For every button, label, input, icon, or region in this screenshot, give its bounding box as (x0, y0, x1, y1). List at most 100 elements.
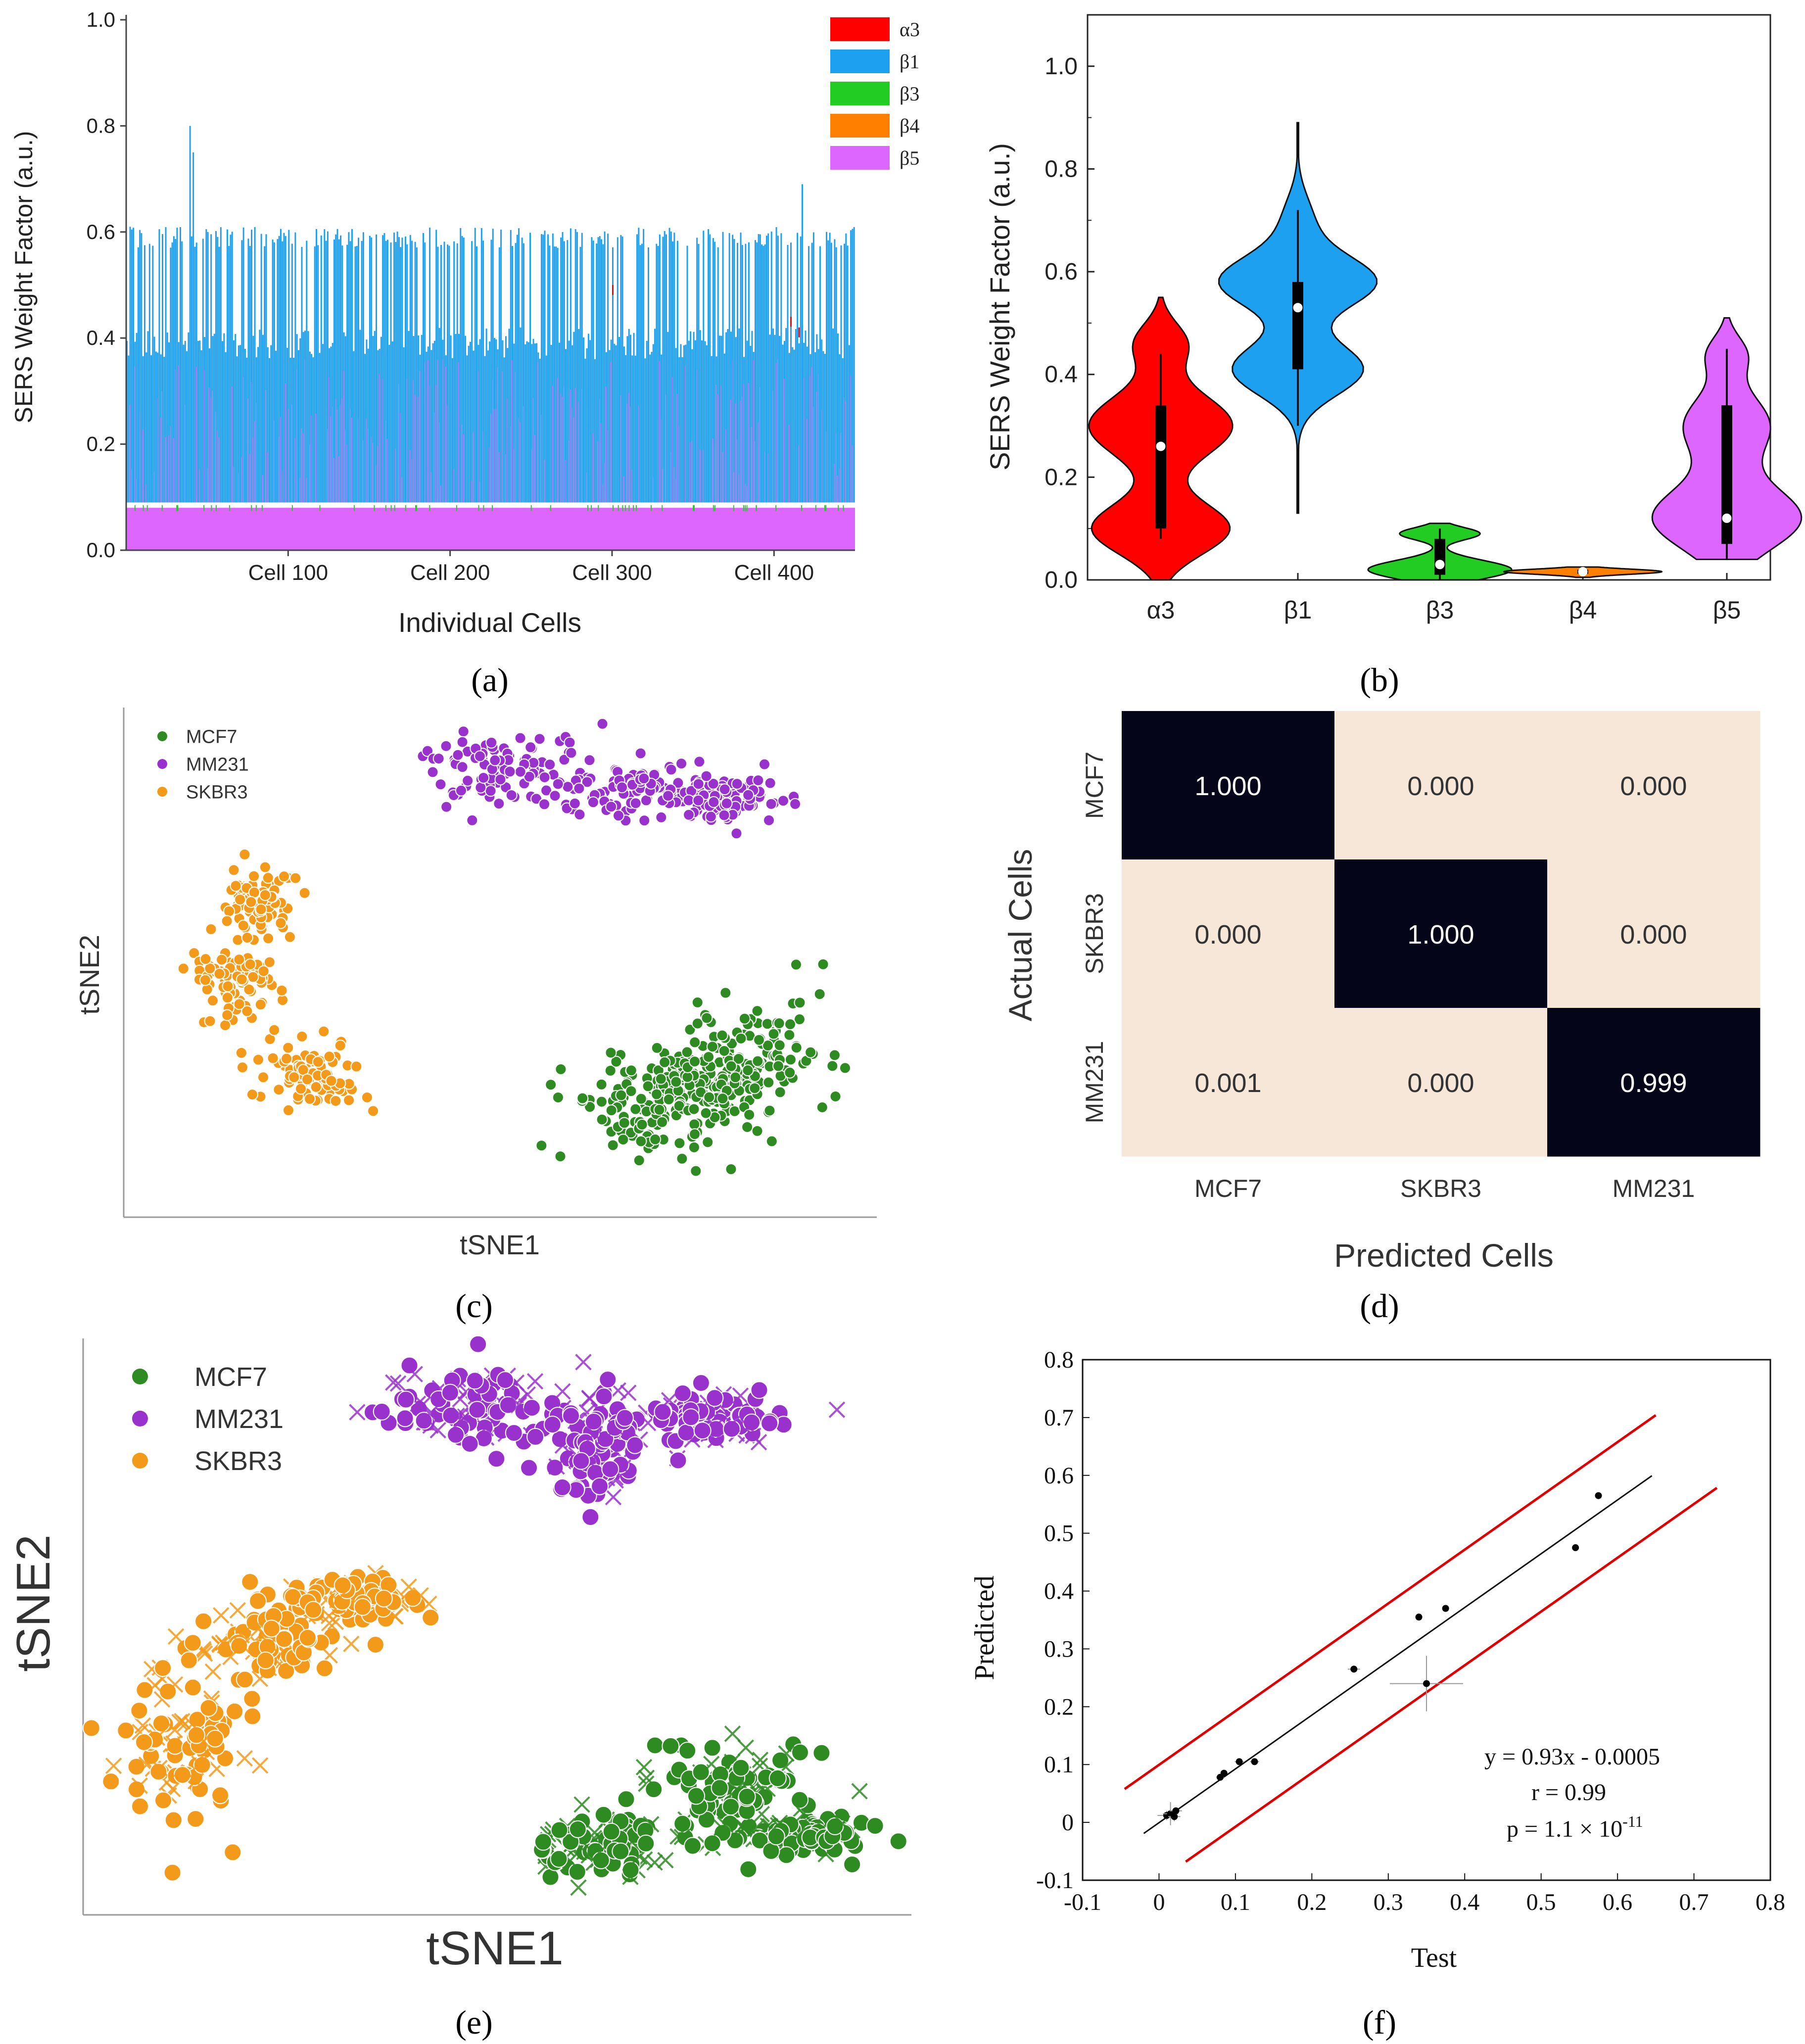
a-bar-b5-line (678, 426, 679, 503)
a-bar-b5-line (309, 444, 310, 503)
b-iqr-box (1434, 538, 1445, 575)
a-legend-label: α3 (900, 18, 920, 41)
a-bar-b1 (401, 238, 403, 503)
a-bar-b5-line (850, 376, 851, 503)
a-bar-b5-line (497, 367, 498, 503)
a-bar-b5-line (777, 359, 778, 503)
a-bar-b1 (708, 229, 710, 503)
c-point-mcf7 (738, 1012, 751, 1025)
a-bar-b1 (639, 245, 641, 503)
a-bar-b1 (733, 238, 735, 503)
a-bar-b1 (432, 343, 434, 503)
c-point-mcf7 (670, 1076, 682, 1088)
a-bar-b1 (242, 227, 244, 503)
a-bar-b1 (633, 333, 635, 503)
a-bar-b1 (199, 340, 201, 503)
c-point-skbr3 (334, 1040, 346, 1052)
c-point-mm231 (538, 798, 551, 810)
a-bar-b3-tick (530, 505, 532, 511)
a-bar-b1 (651, 352, 653, 503)
a-bar-b1 (388, 344, 390, 503)
a-bar-b1 (291, 243, 293, 503)
c-point-skbr3 (213, 968, 226, 980)
d-cell (1334, 711, 1548, 860)
a-bar-b1 (610, 339, 612, 503)
a-bar-b5-line (377, 446, 378, 503)
c-point-skbr3 (268, 1024, 281, 1036)
c-point-skbr3 (219, 1019, 232, 1032)
e-point-cross-mm231 (828, 1401, 846, 1418)
a-bar-b3-tick (714, 505, 715, 511)
a-bar-b3-tick (251, 505, 252, 511)
a-bar-b1 (150, 355, 152, 503)
f-axes: -0.1 0 0.1 0.2 0.3 0.4 0.5 0.6 0.7 0.8 -0.1 0 0.1 0.2… (1036, 1347, 1785, 1915)
a-bar-b1 (740, 233, 742, 503)
c-point-skbr3 (257, 965, 270, 977)
c-point-mcf7 (595, 1095, 608, 1108)
c-point-mm231 (638, 814, 651, 827)
e-point-mcf7 (683, 1837, 702, 1855)
e-point-skbr3 (275, 1630, 293, 1648)
c-point-mcf7 (716, 1093, 729, 1105)
c-point-mcf7 (805, 1046, 817, 1058)
c-point-skbr3 (237, 919, 249, 932)
b-y-tick-label: 0.2 (1045, 464, 1078, 490)
a-bar-b1 (837, 333, 839, 503)
e-point-skbr3 (333, 1576, 352, 1595)
a-bar-b1 (555, 246, 557, 503)
panel-f-regression-scatter: -0.1 0 0.1 0.2 0.3 0.4 0.5 0.6 0.7 0.8 -0.1 0 0.1 0.2… (969, 1347, 1785, 1973)
a-bar-b5-line (673, 467, 674, 503)
c-point-mm231 (730, 827, 743, 840)
e-point-cross-mm231 (605, 1488, 622, 1506)
c-point-skbr3 (207, 995, 219, 1007)
e-legend-label: MCF7 (194, 1362, 267, 1392)
e-point-mm231 (496, 1371, 514, 1389)
e-point-cross-mm231 (406, 1366, 424, 1382)
b-median-dot (1722, 513, 1732, 523)
a-bar-b1 (301, 247, 303, 503)
e-point-mm231 (543, 1416, 562, 1434)
e-point-skbr3 (82, 1719, 100, 1737)
a-bar-b1 (834, 239, 836, 503)
a-bar-b1 (587, 333, 589, 503)
c-point-mm231 (523, 770, 535, 783)
panel-label-c: (c) (455, 1287, 492, 1325)
c-point-mcf7 (773, 1017, 785, 1030)
e-point-cross-skbr3 (204, 1663, 222, 1680)
c-point-mcf7 (691, 1017, 704, 1030)
a-bar-b1 (797, 233, 799, 503)
e-legend-marker (132, 1369, 148, 1384)
a-bar-b1 (166, 332, 168, 503)
a-bar-b1 (636, 234, 638, 503)
a-bar-b1 (289, 357, 291, 503)
c-point-mm231 (692, 778, 705, 790)
a-bar-b1 (594, 359, 596, 503)
e-point-skbr3 (366, 1635, 384, 1654)
a-bar-b1 (252, 335, 254, 503)
a-bar-b1 (558, 342, 560, 503)
a-bar-b1 (317, 245, 319, 503)
a-bar-b1 (819, 246, 821, 503)
a-bar-b1 (391, 341, 393, 503)
f-r-annotation: r = 0.99 (1531, 1779, 1606, 1806)
f-y-tick-label: 0.3 (1044, 1636, 1074, 1662)
a-bar-b1 (822, 351, 824, 503)
a-bar-b5-line (623, 476, 624, 503)
a-bar-b1 (755, 240, 756, 503)
a-bar-b1 (176, 228, 178, 503)
a-bar-b1 (353, 351, 355, 503)
a-bar-b1 (171, 242, 173, 503)
c-point-mcf7 (635, 1135, 647, 1147)
a-bar-b1 (759, 234, 761, 503)
a-bar-b1 (356, 245, 358, 503)
a-bar-b1 (557, 247, 559, 503)
e-point-cross-skbr3 (174, 1712, 190, 1730)
a-bar-b5-line (471, 480, 472, 503)
a-bar-b1 (170, 247, 172, 503)
e-point-cross-mcf7 (638, 1769, 655, 1786)
e-legend-marker (132, 1411, 148, 1426)
a-bar-b1 (507, 348, 509, 503)
a-bar-b1 (312, 357, 314, 503)
a-bar-b1 (437, 246, 439, 503)
e-point-mcf7 (751, 1831, 769, 1850)
